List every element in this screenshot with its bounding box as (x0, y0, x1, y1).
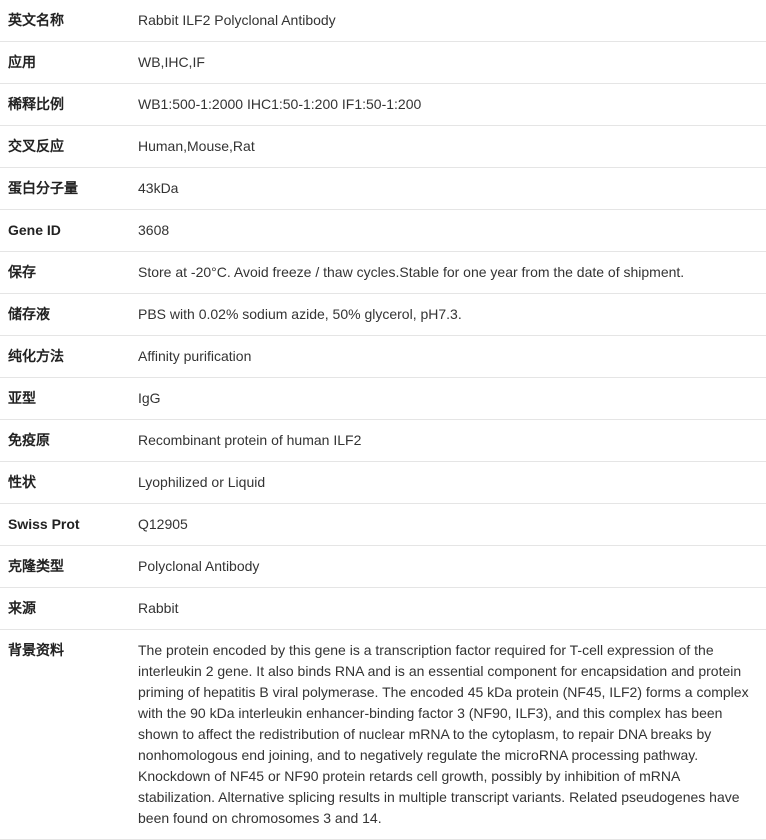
row-value: Rabbit (130, 588, 766, 630)
table-row: 亚型IgG (0, 378, 766, 420)
table-row: 交叉反应Human,Mouse,Rat (0, 126, 766, 168)
row-label: 亚型 (0, 378, 130, 420)
row-label: 克隆类型 (0, 546, 130, 588)
row-label: 免疫原 (0, 420, 130, 462)
table-row: 保存Store at -20°C. Avoid freeze / thaw cy… (0, 252, 766, 294)
row-label: 保存 (0, 252, 130, 294)
row-label: 背景资料 (0, 630, 130, 840)
table-row: 免疫原Recombinant protein of human ILF2 (0, 420, 766, 462)
row-label: 应用 (0, 42, 130, 84)
spec-table: 英文名称Rabbit ILF2 Polyclonal Antibody应用WB,… (0, 0, 766, 840)
table-row: Swiss ProtQ12905 (0, 504, 766, 546)
row-value: IgG (130, 378, 766, 420)
row-value: Q12905 (130, 504, 766, 546)
row-value: 43kDa (130, 168, 766, 210)
row-label: 储存液 (0, 294, 130, 336)
table-row: 来源Rabbit (0, 588, 766, 630)
table-row: 英文名称Rabbit ILF2 Polyclonal Antibody (0, 0, 766, 42)
row-value: WB,IHC,IF (130, 42, 766, 84)
spec-table-body: 英文名称Rabbit ILF2 Polyclonal Antibody应用WB,… (0, 0, 766, 840)
row-label: 英文名称 (0, 0, 130, 42)
row-label: 蛋白分子量 (0, 168, 130, 210)
row-value: WB1:500-1:2000 IHC1:50-1:200 IF1:50-1:20… (130, 84, 766, 126)
row-value: Store at -20°C. Avoid freeze / thaw cycl… (130, 252, 766, 294)
row-value: PBS with 0.02% sodium azide, 50% glycero… (130, 294, 766, 336)
row-label: 纯化方法 (0, 336, 130, 378)
row-value: Polyclonal Antibody (130, 546, 766, 588)
row-label: Gene ID (0, 210, 130, 252)
table-row: 克隆类型Polyclonal Antibody (0, 546, 766, 588)
row-value: Human,Mouse,Rat (130, 126, 766, 168)
table-row: 应用WB,IHC,IF (0, 42, 766, 84)
row-value: Affinity purification (130, 336, 766, 378)
table-row: 稀释比例WB1:500-1:2000 IHC1:50-1:200 IF1:50-… (0, 84, 766, 126)
row-label: 性状 (0, 462, 130, 504)
row-label: 交叉反应 (0, 126, 130, 168)
row-value: The protein encoded by this gene is a tr… (130, 630, 766, 840)
table-row: 储存液PBS with 0.02% sodium azide, 50% glyc… (0, 294, 766, 336)
row-label: Swiss Prot (0, 504, 130, 546)
table-row: 蛋白分子量43kDa (0, 168, 766, 210)
row-value: Rabbit ILF2 Polyclonal Antibody (130, 0, 766, 42)
table-row: 背景资料The protein encoded by this gene is … (0, 630, 766, 840)
row-value: Recombinant protein of human ILF2 (130, 420, 766, 462)
row-label: 稀释比例 (0, 84, 130, 126)
table-row: 性状Lyophilized or Liquid (0, 462, 766, 504)
row-value: Lyophilized or Liquid (130, 462, 766, 504)
table-row: 纯化方法Affinity purification (0, 336, 766, 378)
row-value: 3608 (130, 210, 766, 252)
table-row: Gene ID3608 (0, 210, 766, 252)
row-label: 来源 (0, 588, 130, 630)
